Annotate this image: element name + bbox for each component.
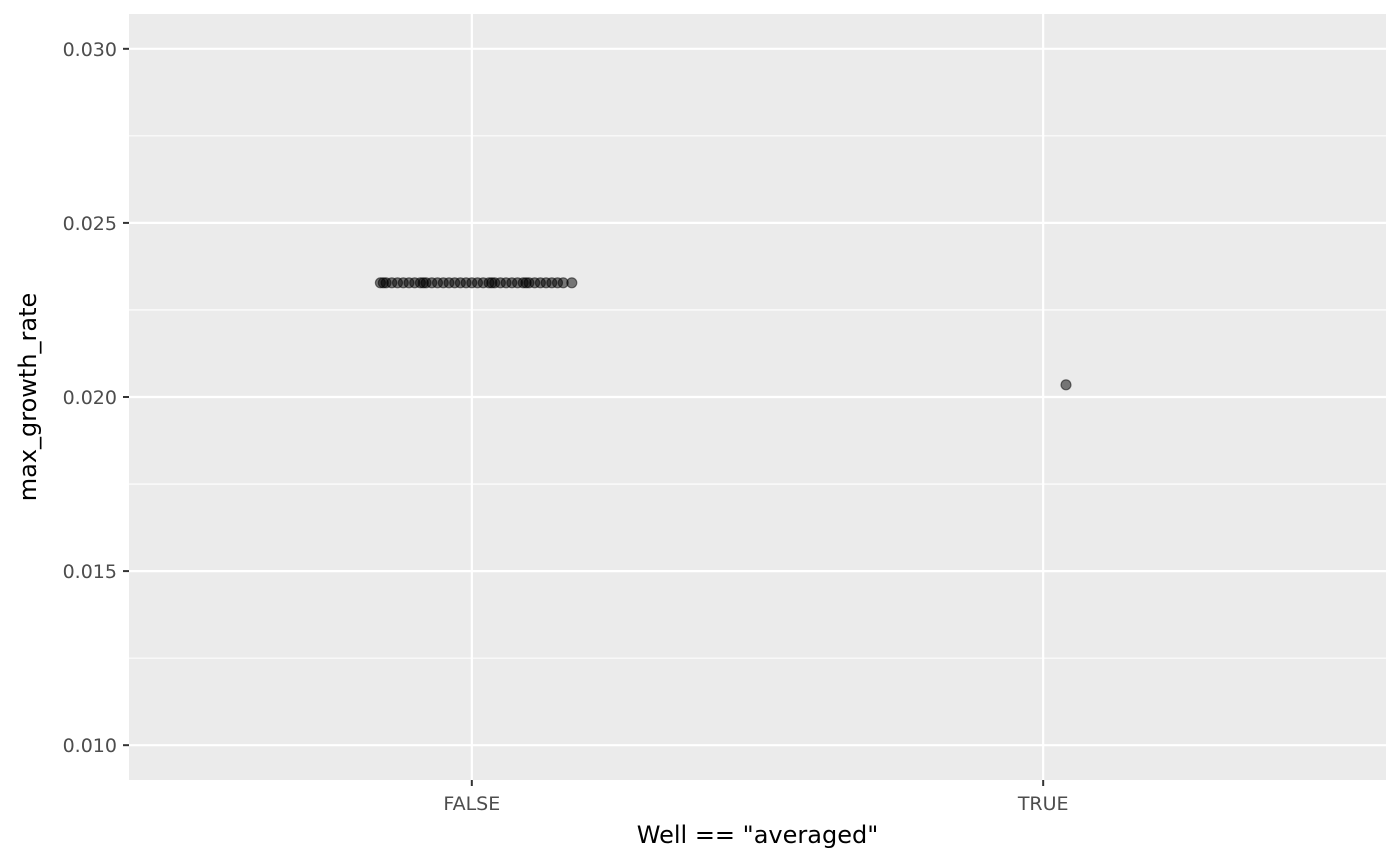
data-point xyxy=(566,277,578,289)
data-point xyxy=(1060,379,1072,391)
y-axis-title: max_growth_rate xyxy=(14,293,42,502)
minor-gridlines xyxy=(129,135,1386,659)
x-tick-label: TRUE xyxy=(1017,793,1069,815)
x-tick-label: FALSE xyxy=(443,793,500,815)
x-axis-title: Well == "averaged" xyxy=(637,821,878,849)
data-point xyxy=(417,277,429,289)
data-points xyxy=(374,277,1072,391)
y-tick-label: 0.020 xyxy=(63,387,117,409)
x-axis-ticks: FALSE TRUE xyxy=(443,780,1069,815)
data-point xyxy=(486,277,498,289)
y-tick-label: 0.025 xyxy=(63,213,117,235)
data-point xyxy=(520,277,532,289)
y-tick-label: 0.030 xyxy=(63,39,117,61)
y-tick-label: 0.010 xyxy=(63,735,117,757)
major-gridlines xyxy=(129,14,1386,780)
data-point xyxy=(377,277,389,289)
y-axis-ticks: 0.010 0.015 0.020 0.025 0.030 xyxy=(63,39,129,757)
y-tick-label: 0.015 xyxy=(63,561,117,583)
